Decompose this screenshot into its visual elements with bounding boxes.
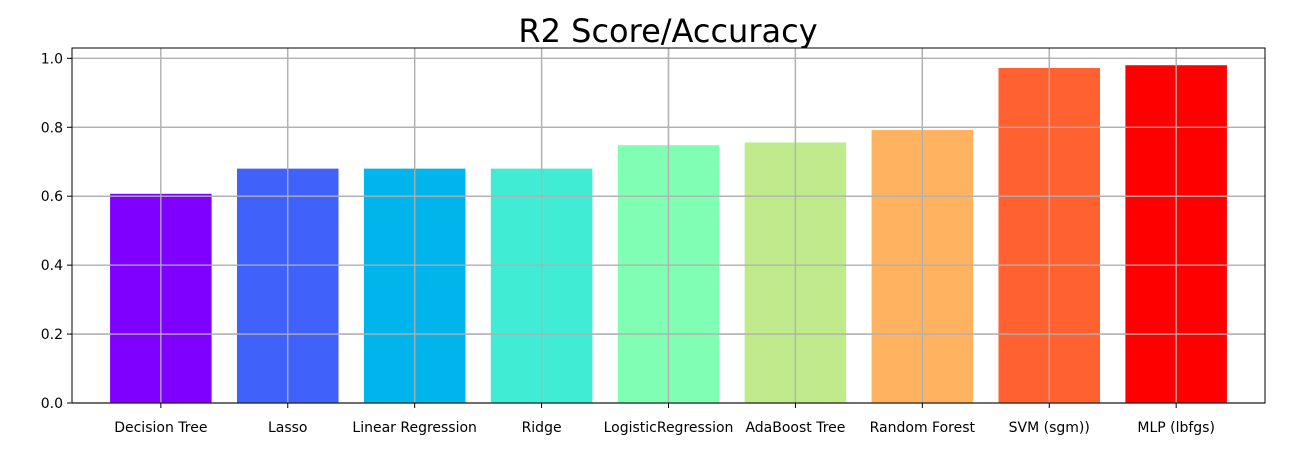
x-tick-label: Lasso — [268, 420, 308, 436]
y-tick-label: 0.4 — [41, 258, 63, 274]
x-tick-label: SVM (sgm)) — [1009, 420, 1090, 436]
x-tick-label: AdaBoost Tree — [745, 420, 845, 436]
axes — [67, 47, 1266, 408]
x-tick-label: Linear Regression — [352, 420, 477, 436]
x-tick-label: MLP (lbfgs) — [1137, 420, 1215, 436]
y-tick-label: 0.0 — [41, 396, 63, 412]
y-tick-label: 0.6 — [41, 189, 63, 205]
y-tick-label: 0.8 — [41, 120, 63, 136]
plot-frame — [71, 47, 1266, 404]
y-tick-label: 1.0 — [41, 51, 63, 67]
x-tick-label: Decision Tree — [114, 420, 207, 436]
tick-labels: 0.0 0.2 0.4 0.6 0.8 1.0 Decision Tree Lasso Line… — [41, 51, 1215, 436]
grid-overlay — [72, 48, 1265, 404]
chart-title: R2 Score/Accuracy — [518, 12, 817, 50]
bars — [72, 48, 1265, 404]
x-tick-label: Random Forest — [870, 420, 976, 436]
x-tick-label: Ridge — [522, 420, 562, 436]
x-tick-label: LogisticRegression — [604, 420, 734, 436]
y-tick-label: 0.2 — [41, 327, 63, 343]
